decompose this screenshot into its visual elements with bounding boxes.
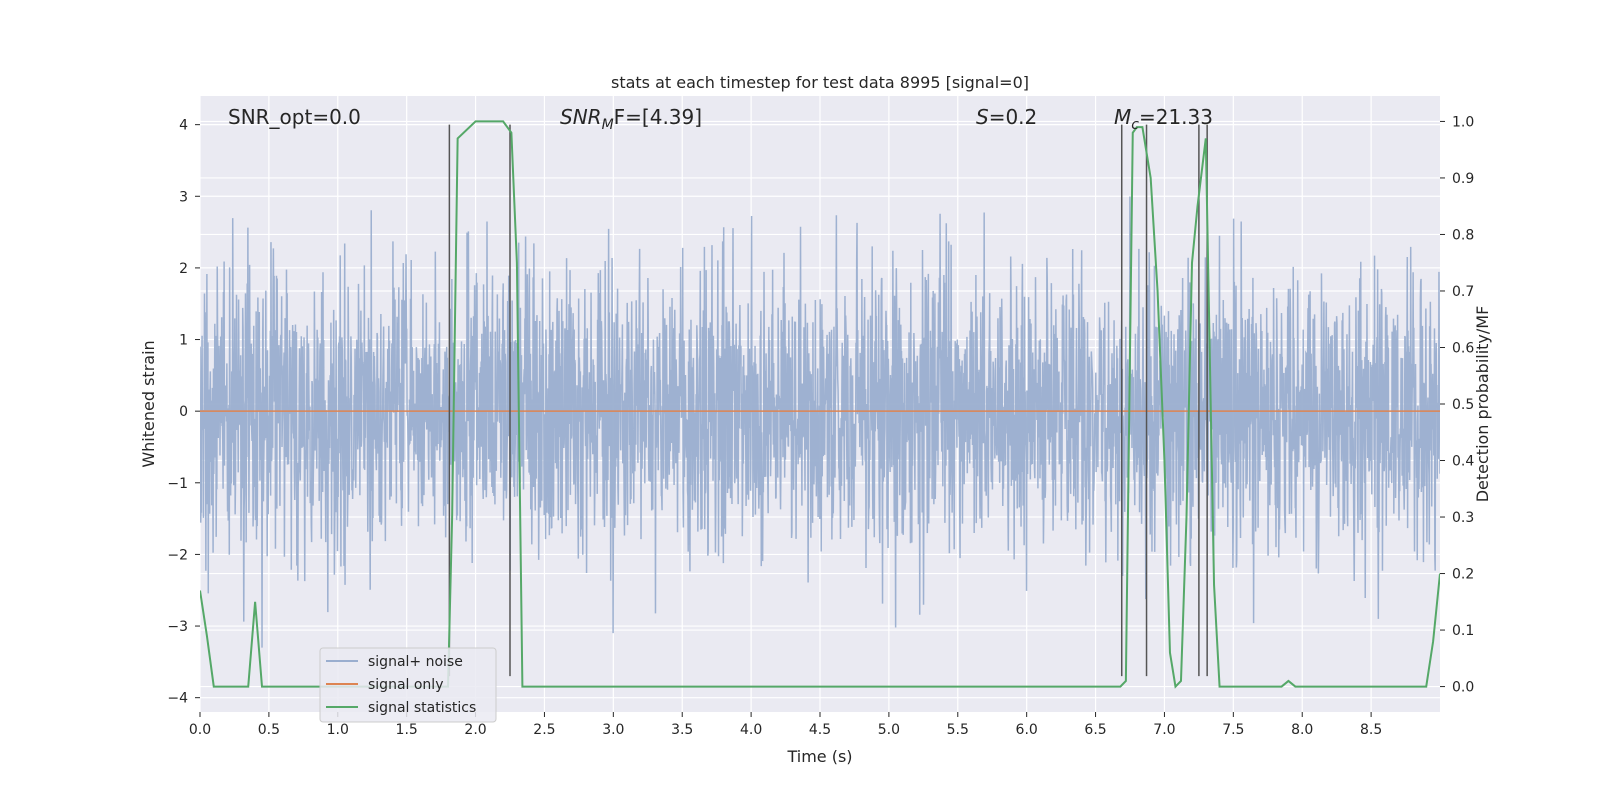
annotation-mc-main: M: [1114, 105, 1131, 129]
x-tick-label: 0.5: [258, 722, 280, 738]
y2-tick-label: 0.0: [1452, 680, 1474, 696]
annotation-snr-opt: SNR_opt=0.0: [228, 105, 361, 129]
x-tick-label: 3.0: [602, 722, 624, 738]
y2-tick-label: 0.1: [1452, 623, 1474, 639]
x-tick-label: 4.5: [809, 722, 831, 738]
y-tick-label: −2: [167, 547, 188, 563]
x-tick-label: 8.5: [1360, 722, 1382, 738]
y-axis-label: Whitened strain: [139, 340, 158, 467]
y2-tick-label: 0.3: [1452, 510, 1474, 526]
y2-tick-label: 0.4: [1452, 454, 1474, 470]
y2-tick-label: 0.2: [1452, 567, 1474, 583]
y2-tick-label: 0.9: [1452, 171, 1474, 187]
y2-axis-ticks: 0.0 0.1 0.2 0.3 0.4 0.5 0.6 0.7 0.8 0.9 1.0: [1440, 114, 1474, 696]
annotation-mc-rest: =21.33: [1139, 105, 1213, 129]
annotation-mc-sub: c: [1131, 117, 1139, 133]
y-tick-label: 2: [179, 261, 188, 277]
y-tick-label: −3: [167, 619, 188, 635]
legend-label-signal-noise: signal+ noise: [368, 654, 463, 670]
legend-box: [319, 647, 497, 723]
annotation-snr-mf: SNRMF=[4.39]: [560, 105, 702, 133]
y2-tick-label: 0.7: [1452, 284, 1474, 300]
x-tick-label: 1.5: [396, 722, 418, 738]
y-tick-label: 3: [179, 189, 188, 205]
y-tick-label: 4: [179, 118, 188, 134]
annotation-s-main: S: [976, 105, 989, 129]
series-signal-noise: [200, 196, 1440, 648]
annotation-snr-mf-main: SNR: [560, 105, 602, 129]
y2-tick-label: 0.8: [1452, 227, 1474, 243]
y-tick-label: −4: [167, 691, 188, 707]
x-tick-label: 0.0: [189, 722, 211, 738]
series-signal-statistics: [200, 120, 1440, 689]
annotation-mc: Mc=21.33: [1114, 105, 1213, 133]
x-tick-label: 2.0: [464, 722, 486, 738]
y2-tick-label: 0.5: [1452, 397, 1474, 413]
y2-axis-label: Detection probability/MF: [1473, 306, 1492, 503]
x-tick-label: 8.0: [1291, 722, 1313, 738]
x-tick-label: 7.0: [1153, 722, 1175, 738]
legend-label-signal-only: signal only: [368, 677, 443, 693]
annotation-snr-mf-sub: M: [602, 117, 614, 133]
signal-noise-line: [200, 196, 1440, 648]
x-tick-label: 4.0: [740, 722, 762, 738]
y2-tick-label: 1.0: [1452, 114, 1474, 130]
x-axis-label: Time (s): [786, 747, 852, 766]
legend: signal+ noise signal only signal statist…: [319, 647, 497, 723]
y-tick-label: −1: [167, 476, 188, 492]
signal-statistics-line: [200, 120, 1440, 689]
x-tick-label: 5.0: [878, 722, 900, 738]
x-axis-ticks: 0.0 0.5 1.0 1.5 2.0 2.5 3.0 3.5 4.0 4.5 5.0 5.5 6.0 6…: [189, 712, 1382, 738]
y-axis-ticks: −4 −3 −2 −1 0 1 2 3 4: [167, 118, 200, 707]
y-tick-label: 1: [179, 333, 188, 349]
annotation-snr-mf-rest: F=[4.39]: [614, 105, 702, 129]
y-tick-label: 0: [179, 404, 188, 420]
y2-tick-label: 0.6: [1452, 340, 1474, 356]
x-tick-label: 3.5: [671, 722, 693, 738]
x-tick-label: 5.5: [947, 722, 969, 738]
x-tick-label: 2.5: [533, 722, 555, 738]
annotation-s-rest: =0.2: [989, 105, 1038, 129]
x-tick-label: 1.0: [327, 722, 349, 738]
x-tick-label: 7.5: [1222, 722, 1244, 738]
x-tick-label: 6.5: [1084, 722, 1106, 738]
annotation-s: S=0.2: [976, 105, 1037, 129]
chart-title: stats at each timestep for test data 899…: [611, 73, 1029, 92]
legend-label-signal-statistics: signal statistics: [368, 700, 476, 716]
x-tick-label: 6.0: [1016, 722, 1038, 738]
